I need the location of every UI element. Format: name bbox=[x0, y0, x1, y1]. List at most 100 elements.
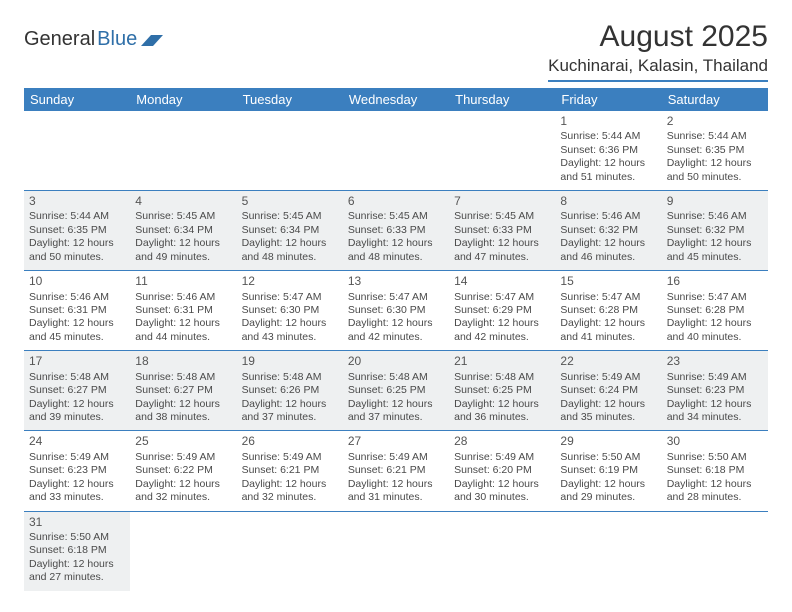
sunrise-line: Sunrise: 5:49 AM bbox=[135, 451, 231, 464]
sunset-line: Sunset: 6:19 PM bbox=[560, 464, 656, 477]
calendar-row: 31Sunrise: 5:50 AMSunset: 6:18 PMDayligh… bbox=[24, 511, 768, 591]
daylight-line: Daylight: 12 hours and 45 minutes. bbox=[667, 237, 763, 264]
daylight-line: Daylight: 12 hours and 42 minutes. bbox=[454, 317, 550, 344]
daylight-line: Daylight: 12 hours and 46 minutes. bbox=[560, 237, 656, 264]
daylight-line: Daylight: 12 hours and 45 minutes. bbox=[29, 317, 125, 344]
day-cell: 25Sunrise: 5:49 AMSunset: 6:22 PMDayligh… bbox=[130, 431, 236, 511]
sunset-line: Sunset: 6:34 PM bbox=[135, 224, 231, 237]
daylight-line: Daylight: 12 hours and 40 minutes. bbox=[667, 317, 763, 344]
day-number: 27 bbox=[348, 434, 444, 449]
daylight-line: Daylight: 12 hours and 36 minutes. bbox=[454, 398, 550, 425]
day-number: 20 bbox=[348, 354, 444, 369]
daylight-line: Daylight: 12 hours and 48 minutes. bbox=[242, 237, 338, 264]
daylight-line: Daylight: 12 hours and 35 minutes. bbox=[560, 398, 656, 425]
sunrise-line: Sunrise: 5:46 AM bbox=[135, 291, 231, 304]
sunset-line: Sunset: 6:22 PM bbox=[135, 464, 231, 477]
daylight-line: Daylight: 12 hours and 47 minutes. bbox=[454, 237, 550, 264]
day-number: 3 bbox=[29, 194, 125, 209]
sunset-line: Sunset: 6:28 PM bbox=[667, 304, 763, 317]
sunrise-line: Sunrise: 5:47 AM bbox=[454, 291, 550, 304]
calendar-row: 10Sunrise: 5:46 AMSunset: 6:31 PMDayligh… bbox=[24, 271, 768, 351]
daylight-line: Daylight: 12 hours and 51 minutes. bbox=[560, 157, 656, 184]
sunset-line: Sunset: 6:23 PM bbox=[29, 464, 125, 477]
day-cell: 30Sunrise: 5:50 AMSunset: 6:18 PMDayligh… bbox=[662, 431, 768, 511]
sunrise-line: Sunrise: 5:44 AM bbox=[29, 210, 125, 223]
location: Kuchinarai, Kalasin, Thailand bbox=[548, 56, 768, 82]
day-cell: 31Sunrise: 5:50 AMSunset: 6:18 PMDayligh… bbox=[24, 511, 130, 591]
empty-cell bbox=[449, 511, 555, 591]
daylight-line: Daylight: 12 hours and 48 minutes. bbox=[348, 237, 444, 264]
day-number: 22 bbox=[560, 354, 656, 369]
day-number: 1 bbox=[560, 114, 656, 129]
daylight-line: Daylight: 12 hours and 31 minutes. bbox=[348, 478, 444, 505]
day-cell: 7Sunrise: 5:45 AMSunset: 6:33 PMDaylight… bbox=[449, 191, 555, 271]
day-number: 23 bbox=[667, 354, 763, 369]
day-number: 12 bbox=[242, 274, 338, 289]
daylight-line: Daylight: 12 hours and 29 minutes. bbox=[560, 478, 656, 505]
calendar-table: SundayMondayTuesdayWednesdayThursdayFrid… bbox=[24, 88, 768, 591]
sunset-line: Sunset: 6:33 PM bbox=[454, 224, 550, 237]
calendar-row: 1 Sunrise: 5:44 AM Sunset: 6:36 PMDaylight… bbox=[24, 111, 768, 191]
day-number: 14 bbox=[454, 274, 550, 289]
day-number: 18 bbox=[135, 354, 231, 369]
day-cell: 11Sunrise: 5:46 AMSunset: 6:31 PMDayligh… bbox=[130, 271, 236, 351]
day-number: 5 bbox=[242, 194, 338, 209]
sunrise-line: Sunrise: 5:49 AM bbox=[29, 451, 125, 464]
daylight-line: Daylight: 12 hours and 28 minutes. bbox=[667, 478, 763, 505]
sunset-line: Sunset: 6:36 PM bbox=[560, 144, 656, 157]
daylight-line: Daylight: 12 hours and 37 minutes. bbox=[242, 398, 338, 425]
weekday-header: Tuesday bbox=[237, 88, 343, 111]
sunrise-line: Sunrise: 5:46 AM bbox=[560, 210, 656, 223]
sunrise-line: Sunrise: 5:44 AM bbox=[667, 130, 763, 143]
sunrise-line: Sunrise: 5:49 AM bbox=[454, 451, 550, 464]
empty-cell bbox=[237, 511, 343, 591]
sunset-line: Sunset: 6:29 PM bbox=[454, 304, 550, 317]
sunrise-line: Sunrise: 5:47 AM bbox=[348, 291, 444, 304]
sunset-line: Sunset: 6:23 PM bbox=[667, 384, 763, 397]
day-cell: 4Sunrise: 5:45 AMSunset: 6:34 PMDaylight… bbox=[130, 191, 236, 271]
sunrise-line: Sunrise: 5:50 AM bbox=[560, 451, 656, 464]
day-cell: 1Sunrise: 5:44 AMSunset: 6:36 PMDaylight… bbox=[555, 111, 661, 191]
sunset-line: Sunset: 6:24 PM bbox=[560, 384, 656, 397]
sunrise-line: Sunrise: 5:45 AM bbox=[454, 210, 550, 223]
sunset-line: Sunset: 6:32 PM bbox=[667, 224, 763, 237]
day-number: 19 bbox=[242, 354, 338, 369]
day-cell: 6Sunrise: 5:45 AMSunset: 6:33 PMDaylight… bbox=[343, 191, 449, 271]
day-cell: 9Sunrise: 5:46 AMSunset: 6:32 PMDaylight… bbox=[662, 191, 768, 271]
empty-cell bbox=[343, 511, 449, 591]
sunset-line: Sunset: 6:35 PM bbox=[29, 224, 125, 237]
daylight-line: Daylight: 12 hours and 42 minutes. bbox=[348, 317, 444, 344]
day-number: 10 bbox=[29, 274, 125, 289]
day-number: 4 bbox=[135, 194, 231, 209]
sunrise-line: Sunrise: 5:49 AM bbox=[242, 451, 338, 464]
day-cell: 14 Sunrise: 5:47 AMSunset: 6:29 PMDayligh… bbox=[449, 271, 555, 351]
sunrise-line: Sunrise: 5:48 AM bbox=[454, 371, 550, 384]
calendar-head: SundayMondayTuesdayWednesdayThursdayFrid… bbox=[24, 88, 768, 111]
empty-cell bbox=[449, 111, 555, 191]
sunrise-line: Sunrise: 5:48 AM bbox=[242, 371, 338, 384]
brand-logo: GeneralBlue bbox=[24, 28, 163, 51]
sunset-line: Sunset: 6:26 PM bbox=[242, 384, 338, 397]
sunrise-line: Sunrise: 5:49 AM bbox=[667, 371, 763, 384]
day-number: 25 bbox=[135, 434, 231, 449]
sunset-line: Sunset: 6:21 PM bbox=[348, 464, 444, 477]
sunrise-line: Sunrise: 5:45 AM bbox=[242, 210, 338, 223]
weekday-header: Monday bbox=[130, 88, 236, 111]
day-cell: 23Sunrise: 5:49 AMSunset: 6:23 PMDayligh… bbox=[662, 351, 768, 431]
sunset-line: Sunset: 6:30 PM bbox=[242, 304, 338, 317]
sunrise-line: Sunrise: 5:45 AM bbox=[348, 210, 444, 223]
sunset-line: Sunset: 6:32 PM bbox=[560, 224, 656, 237]
day-cell: 19 Sunrise: 5:48 AMSunset: 6:26 PMDayligh… bbox=[237, 351, 343, 431]
empty-cell bbox=[662, 511, 768, 591]
sunset-line: Sunset: 6:28 PM bbox=[560, 304, 656, 317]
sunrise-line: Sunrise: 5:48 AM bbox=[135, 371, 231, 384]
day-cell: 28Sunrise: 5:49 AMSunset: 6:20 PMDayligh… bbox=[449, 431, 555, 511]
daylight-line: Daylight: 12 hours and 30 minutes. bbox=[454, 478, 550, 505]
day-cell: 8Sunrise: 5:46 AMSunset: 6:32 PMDaylight… bbox=[555, 191, 661, 271]
flag-icon bbox=[141, 32, 163, 48]
day-number: 16 bbox=[667, 274, 763, 289]
sunrise-line: Sunrise: 5:46 AM bbox=[29, 291, 125, 304]
day-number: 15 bbox=[560, 274, 656, 289]
day-cell: 13Sunrise: 5:47 AMSunset: 6:30 PMDayligh… bbox=[343, 271, 449, 351]
daylight-line: Daylight: 12 hours and 41 minutes. bbox=[560, 317, 656, 344]
